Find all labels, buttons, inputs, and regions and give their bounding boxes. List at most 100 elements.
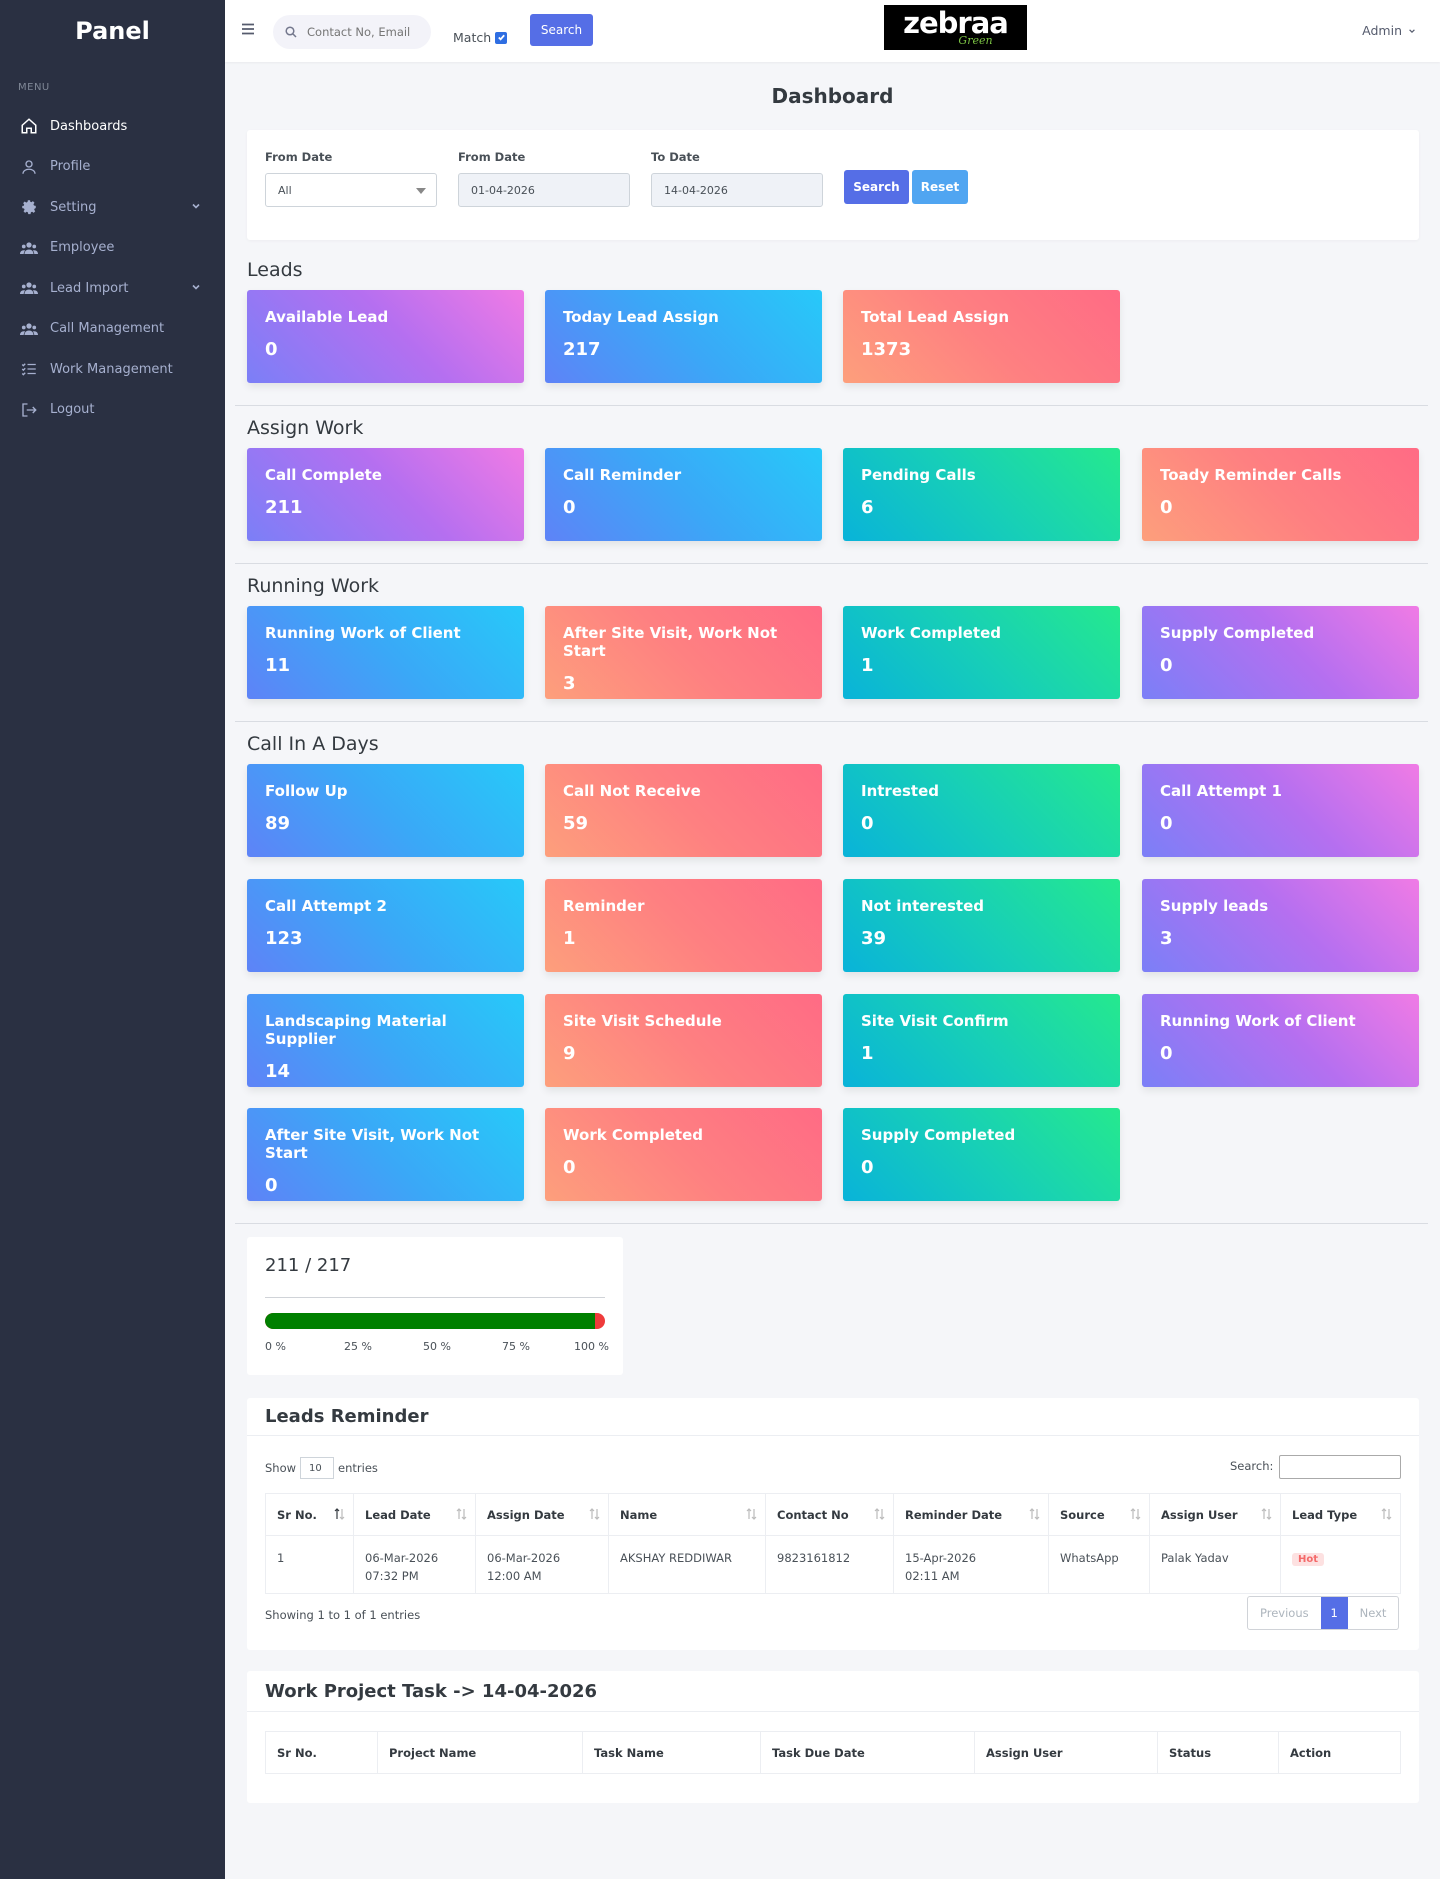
stat-card-intrested[interactable]: Intrested 0 — [843, 764, 1120, 857]
stat-card-site-visit-schedule[interactable]: Site Visit Schedule 9 — [545, 994, 822, 1087]
column-header-assign-date[interactable]: Assign Date — [475, 1493, 609, 1536]
stat-card-value: 0 — [861, 813, 874, 834]
stat-card-title: Landscaping Material Supplier — [265, 1012, 447, 1048]
date-type-select[interactable]: All — [265, 173, 437, 207]
stat-card-title: Supply Completed — [861, 1126, 1016, 1144]
stat-card-reminder[interactable]: Reminder 1 — [545, 879, 822, 972]
stat-card-today-reminder-calls[interactable]: Toady Reminder Calls 0 — [1142, 448, 1419, 541]
work-project-task-table: Sr No. Project Name Task Name Task Due D… — [265, 1731, 1401, 1774]
stat-card-work-completed[interactable]: Work Completed 1 — [843, 606, 1120, 699]
stat-card-value: 123 — [265, 928, 303, 949]
stat-card-follow-up[interactable]: Follow Up 89 — [247, 764, 524, 857]
stat-card-call-attempt-2[interactable]: Call Attempt 2 123 — [247, 879, 524, 972]
column-header-lead-type[interactable]: Lead Type — [1280, 1493, 1401, 1536]
hamburger-menu-icon[interactable] — [241, 22, 255, 36]
user-menu[interactable]: Admin — [1362, 23, 1416, 38]
filter-search-button[interactable]: Search — [844, 170, 909, 204]
match-toggle[interactable]: Match — [453, 30, 508, 45]
stat-card-title: Intrested — [861, 782, 940, 800]
section-title-leads: Leads — [247, 259, 303, 281]
column-header-source[interactable]: Source — [1048, 1493, 1150, 1536]
stat-card-available-lead[interactable]: Available Lead 0 — [247, 290, 524, 383]
column-header-lead-date[interactable]: Lead Date — [353, 1493, 476, 1536]
cell-reminder-date: 15-Apr-2026 02:11 AM — [893, 1535, 1049, 1594]
stat-card-running-work-of-client[interactable]: Running Work of Client 0 — [1142, 994, 1419, 1087]
sort-icon — [1381, 1508, 1392, 1520]
work-project-task-title: Work Project Task -> 14-04-2026 — [265, 1681, 598, 1702]
entries-select[interactable]: 10 — [300, 1457, 335, 1479]
from-date-input[interactable]: 01-04-2026 — [458, 173, 630, 207]
sidebar-item-setting[interactable]: Setting — [0, 187, 225, 228]
section-divider — [235, 1223, 1428, 1224]
section-divider — [235, 563, 1428, 564]
table-search-input[interactable] — [1279, 1455, 1401, 1479]
stat-card-value: 211 — [265, 497, 303, 518]
stat-card-supply-completed[interactable]: Supply Completed 0 — [843, 1108, 1120, 1201]
stat-card-not-interested[interactable]: Not interested 39 — [843, 879, 1120, 972]
cell-sr-no: 1 — [265, 1535, 354, 1594]
top-search-button[interactable]: Search — [530, 14, 593, 46]
column-header-label: Assign User — [1161, 1507, 1238, 1522]
filter-reset-button[interactable]: Reset — [912, 170, 968, 204]
column-header-name[interactable]: Name — [608, 1493, 766, 1536]
show-entries: Show 10 entries — [265, 1457, 378, 1479]
stat-card-supply-completed[interactable]: Supply Completed 0 — [1142, 606, 1419, 699]
pagination-previous[interactable]: Previous — [1260, 1606, 1309, 1620]
cell-lead-date: 06-Mar-2026 07:32 PM — [353, 1535, 476, 1594]
stat-card-running-work-of-client[interactable]: Running Work of Client 11 — [247, 606, 524, 699]
stat-card-value: 11 — [265, 655, 291, 676]
pagination-next[interactable]: Next — [1359, 1606, 1387, 1620]
to-date-input[interactable]: 14-04-2026 — [651, 173, 823, 207]
stat-card-call-complete[interactable]: Call Complete 211 — [247, 448, 524, 541]
to-date-label: To Date — [651, 150, 700, 164]
column-header-label: Reminder Date — [905, 1507, 1003, 1522]
sidebar-item-profile[interactable]: Profile — [0, 147, 225, 188]
sidebar-item-label: Call Management — [50, 321, 165, 337]
stat-card-value: 0 — [265, 339, 278, 360]
match-checkbox[interactable] — [495, 31, 508, 44]
sidebar-item-logout[interactable]: Logout — [0, 390, 225, 431]
stat-card-supply-leads[interactable]: Supply leads 3 — [1142, 879, 1419, 972]
column-header-label: Sr No. — [277, 1507, 317, 1522]
column-header-contact-no[interactable]: Contact No — [765, 1493, 894, 1536]
stat-card-after-site-visit[interactable]: After Site Visit, Work Not Start 3 — [545, 606, 822, 699]
column-header-label: Source — [1060, 1507, 1105, 1522]
stat-card-call-attempt-1[interactable]: Call Attempt 1 0 — [1142, 764, 1419, 857]
stat-card-value: 0 — [265, 1175, 278, 1196]
from-date-label: From Date — [458, 150, 526, 164]
progress-divider — [265, 1297, 605, 1298]
stat-card-title: Supply leads — [1160, 897, 1269, 915]
stat-card-value: 0 — [563, 497, 576, 518]
table-search-label: Search: — [1230, 1459, 1274, 1473]
table-row: 1 06-Mar-2026 07:32 PM 06-Mar-2026 12:00 A… — [265, 1535, 1401, 1594]
stat-card-pending-calls[interactable]: Pending Calls 6 — [843, 448, 1120, 541]
stat-card-title: Call Attempt 2 — [265, 897, 387, 915]
stat-card-after-site-visit[interactable]: After Site Visit, Work Not Start 0 — [247, 1108, 524, 1201]
sidebar-item-lead-import[interactable]: Lead Import — [0, 268, 225, 309]
stat-card-work-completed[interactable]: Work Completed 0 — [545, 1108, 822, 1201]
column-header-sr-no[interactable]: Sr No. — [265, 1493, 354, 1536]
search-input[interactable] — [307, 25, 427, 39]
column-header-label: Name — [620, 1507, 658, 1522]
user-icon — [22, 160, 36, 174]
column-header-assign-user[interactable]: Assign User — [1149, 1493, 1281, 1536]
sidebar-item-call-management[interactable]: Call Management — [0, 309, 225, 350]
sidebar-item-dashboards[interactable]: Dashboards — [0, 106, 225, 147]
stat-card-site-visit-confirm[interactable]: Site Visit Confirm 1 — [843, 994, 1120, 1087]
column-header-reminder-date[interactable]: Reminder Date — [893, 1493, 1049, 1536]
pagination-page-1[interactable]: 1 — [1320, 1597, 1348, 1629]
stat-card-call-not-receive[interactable]: Call Not Receive 59 — [545, 764, 822, 857]
stat-card-value: 59 — [563, 813, 589, 834]
progress-label: 211 / 217 — [265, 1255, 352, 1276]
stat-card-value: 1 — [861, 1043, 874, 1064]
sidebar-item-employee[interactable]: Employee — [0, 228, 225, 269]
logo-text: zebraa — [903, 6, 1009, 40]
stat-card-landscaping-material-supplier[interactable]: Landscaping Material Supplier 14 — [247, 994, 524, 1087]
sidebar: Panel MENU Dashboards Profile Setting Em… — [0, 0, 225, 1879]
stat-card-total-lead-assign[interactable]: Total Lead Assign 1373 — [843, 290, 1120, 383]
column-header-project-name: Project Name — [377, 1731, 583, 1774]
stat-card-today-lead-assign[interactable]: Today Lead Assign 217 — [545, 290, 822, 383]
brand-title: Panel — [75, 17, 150, 45]
stat-card-call-reminder[interactable]: Call Reminder 0 — [545, 448, 822, 541]
sidebar-item-work-management[interactable]: Work Management — [0, 349, 225, 390]
